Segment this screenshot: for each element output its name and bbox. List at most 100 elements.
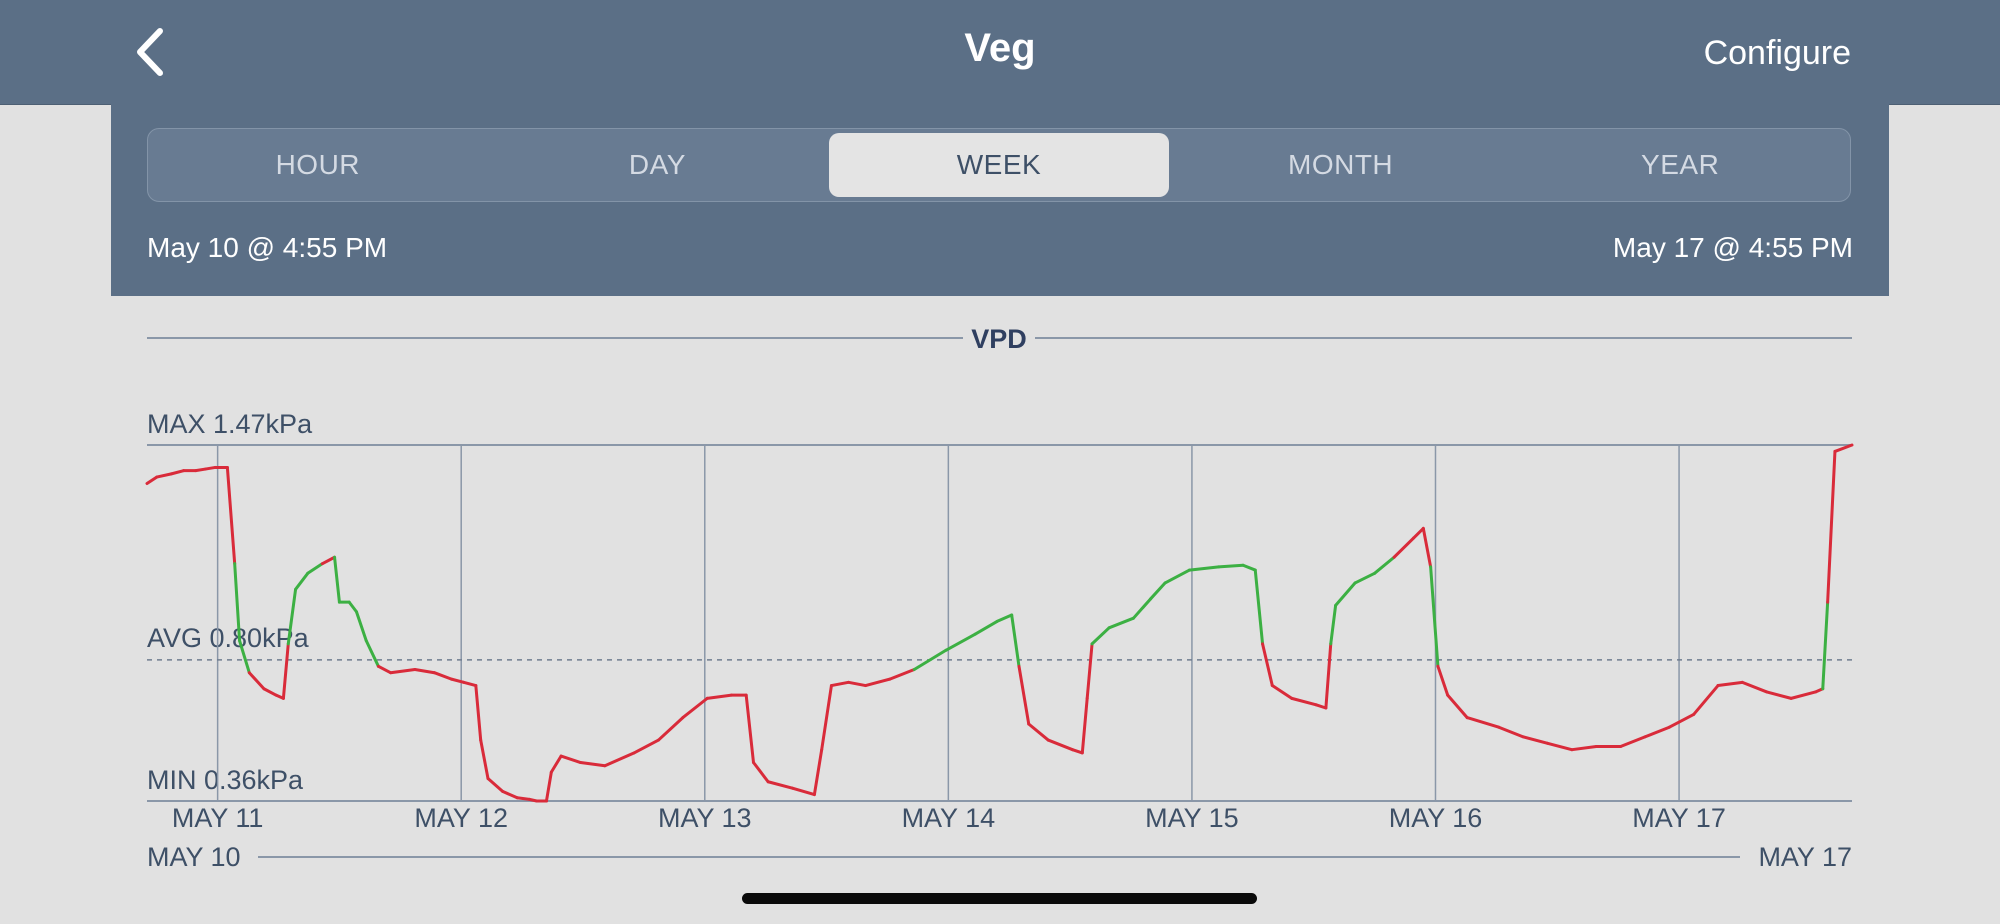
segment-month[interactable]: MONTH bbox=[1288, 149, 1394, 180]
time-range-segmented-control: HOUR DAY WEEK MONTH YEAR bbox=[147, 128, 1851, 202]
series-segment bbox=[1789, 690, 1817, 700]
series-segment bbox=[1497, 725, 1525, 739]
series-segment bbox=[1412, 526, 1425, 540]
series-segment bbox=[1163, 568, 1191, 585]
series-segment bbox=[820, 684, 833, 752]
home-indicator bbox=[742, 893, 1257, 904]
series-segment bbox=[1017, 664, 1031, 726]
x-tick-label: MAY 15 bbox=[1145, 803, 1239, 833]
segment-week[interactable]: WEEK bbox=[829, 133, 1169, 197]
series-segment bbox=[203, 465, 217, 471]
series-segment bbox=[294, 571, 310, 591]
series-segment bbox=[1692, 684, 1720, 716]
series-segment bbox=[973, 619, 999, 636]
series-segment bbox=[262, 687, 278, 697]
series-segment bbox=[657, 716, 685, 742]
series-segment bbox=[1740, 680, 1769, 694]
series-segment bbox=[247, 671, 266, 691]
max-label: MAX 1.47kPa bbox=[147, 409, 313, 439]
back-button[interactable] bbox=[120, 22, 180, 82]
series-segment bbox=[1446, 693, 1469, 720]
avg-label: AVG 0.80kPa bbox=[147, 623, 310, 653]
series-segment bbox=[145, 475, 159, 485]
series-segment bbox=[1373, 555, 1396, 575]
series-segment bbox=[1046, 738, 1075, 752]
range-start-label: May 10 @ 4:55 PM bbox=[147, 232, 388, 263]
series-segment bbox=[194, 467, 207, 473]
series-segment bbox=[515, 796, 531, 801]
series-segment bbox=[462, 680, 478, 688]
series-segment bbox=[1217, 563, 1245, 569]
series-segment bbox=[1765, 690, 1793, 700]
x-tick-labels: MAY 11 MAY 12 MAY 13 MAY 14 MAY 15 MAY 16 MAY … bbox=[172, 803, 1726, 833]
series-segment bbox=[479, 738, 490, 781]
series-segment bbox=[1334, 581, 1357, 607]
x-tick-label: MAY 12 bbox=[414, 803, 508, 833]
series-segment bbox=[1353, 571, 1377, 585]
page-title: Veg bbox=[964, 26, 1036, 70]
series-segment bbox=[1270, 684, 1294, 700]
series-segment bbox=[333, 555, 341, 604]
series-segment bbox=[559, 754, 583, 765]
series-segment bbox=[1149, 581, 1167, 601]
series-segment bbox=[1027, 722, 1050, 742]
series-segment bbox=[376, 664, 393, 675]
segment-day[interactable]: DAY bbox=[628, 149, 686, 180]
series-segment bbox=[1521, 735, 1550, 745]
series-segment bbox=[1253, 568, 1265, 646]
series-segment bbox=[474, 684, 483, 742]
series-segment bbox=[1261, 642, 1274, 688]
series-segment bbox=[1187, 565, 1221, 572]
series-segment bbox=[354, 610, 368, 643]
series-segment bbox=[286, 587, 298, 646]
series-segment bbox=[1643, 725, 1671, 739]
range-end-label: May 17 @ 4:55 PM bbox=[1612, 232, 1853, 263]
grid-lines bbox=[216, 445, 1680, 801]
series-segment bbox=[1010, 613, 1021, 668]
series-segment bbox=[432, 671, 453, 681]
segment-year[interactable]: YEAR bbox=[1641, 149, 1720, 180]
x-tick-label: MAY 16 bbox=[1389, 803, 1483, 833]
series-segment bbox=[501, 789, 519, 800]
min-label: MIN 0.36kPa bbox=[147, 765, 304, 795]
series-segment bbox=[944, 632, 977, 652]
series-segment bbox=[549, 754, 563, 774]
series-segment bbox=[829, 680, 850, 688]
navigation-bar: Veg Configure bbox=[0, 0, 2000, 105]
x-end-label: MAY 17 bbox=[1758, 842, 1852, 872]
series-segment bbox=[364, 639, 380, 668]
series-segment bbox=[995, 613, 1014, 623]
series-segment bbox=[1429, 565, 1440, 668]
x-tick-label: MAY 14 bbox=[902, 803, 996, 833]
series-vpd bbox=[145, 443, 1854, 803]
series-segment bbox=[1826, 449, 1837, 604]
series-segment bbox=[1619, 735, 1647, 748]
series-segment bbox=[846, 680, 868, 688]
series-segment bbox=[790, 786, 816, 797]
series-segment bbox=[1716, 680, 1744, 688]
series-segment bbox=[1821, 600, 1830, 691]
x-tick-label: MAY 17 bbox=[1632, 803, 1726, 833]
chart-title: VPD bbox=[971, 324, 1027, 354]
series-segment bbox=[1290, 696, 1318, 707]
series-segment bbox=[603, 751, 636, 768]
series-segment bbox=[1546, 741, 1574, 752]
series-segment bbox=[238, 639, 251, 675]
series-segment bbox=[864, 677, 892, 688]
series-segment bbox=[1392, 536, 1416, 559]
series-segment bbox=[632, 738, 660, 755]
series-segment bbox=[579, 761, 607, 768]
series-segment bbox=[233, 562, 242, 643]
series-segment bbox=[1833, 443, 1854, 453]
series-segment bbox=[347, 600, 358, 614]
series-segment bbox=[281, 642, 290, 700]
configure-button[interactable]: Configure bbox=[1703, 34, 1851, 72]
series-segment bbox=[486, 777, 505, 793]
series-segment bbox=[1465, 716, 1501, 729]
series-segment bbox=[812, 748, 824, 797]
series-segment bbox=[169, 469, 186, 476]
segment-hour[interactable]: HOUR bbox=[275, 149, 361, 180]
time-range-panel: HOUR DAY WEEK MONTH YEAR May 10 @ 4:55 P… bbox=[111, 104, 1889, 296]
series-segment bbox=[1107, 616, 1135, 630]
x-tick-label: MAY 13 bbox=[658, 803, 752, 833]
